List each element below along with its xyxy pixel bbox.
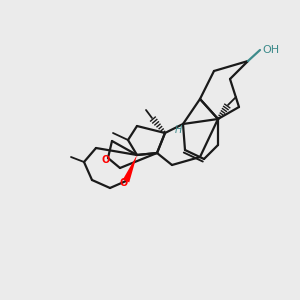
Polygon shape	[123, 155, 137, 182]
Text: O: O	[120, 178, 128, 188]
Text: O: O	[102, 155, 110, 165]
Text: OH: OH	[262, 45, 279, 55]
Text: H: H	[174, 125, 182, 135]
